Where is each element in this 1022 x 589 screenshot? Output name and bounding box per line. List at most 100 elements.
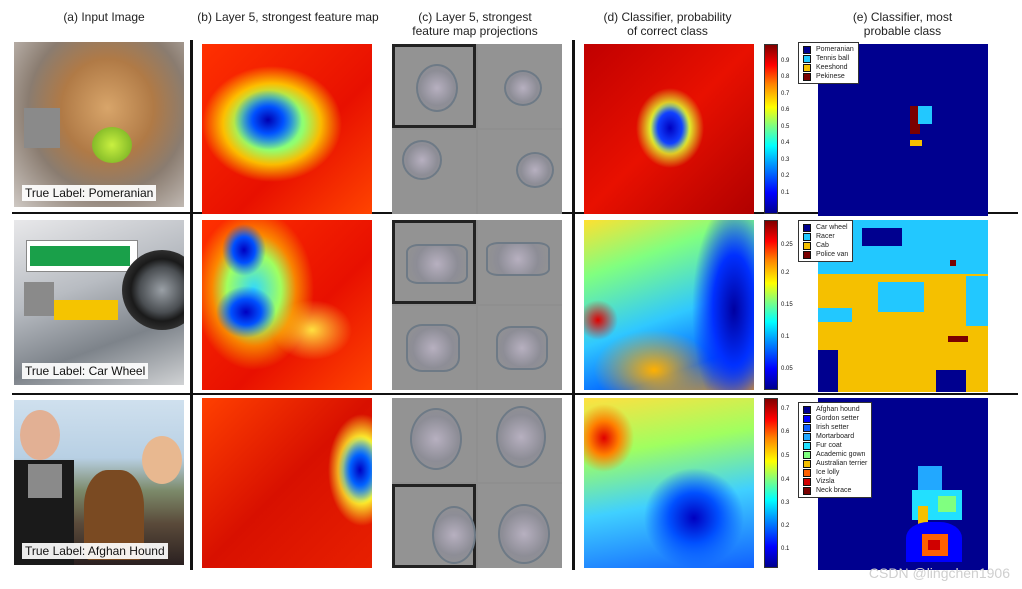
colorbar: [764, 220, 778, 390]
person-face: [20, 410, 60, 460]
projection-pattern: [402, 140, 442, 180]
colorbar-tick: 0.4: [781, 140, 790, 146]
person-face: [142, 436, 182, 484]
projection-pattern: [496, 326, 548, 370]
legend-swatch: [803, 414, 811, 423]
projection-tile: [478, 484, 562, 568]
occluder-square: [24, 108, 60, 148]
header-most-probable-line1: (e) Classifier, most: [852, 10, 953, 24]
legend-label: Australian terrier: [816, 460, 868, 467]
class-region: [918, 506, 928, 526]
colorbar-tick: 0.6: [781, 429, 790, 435]
header-most-probable-line2: probable class: [863, 24, 942, 38]
sponsor-logo: [30, 246, 130, 266]
colorbar-tick: 0.1: [781, 190, 790, 196]
legend-swatch: [803, 45, 811, 54]
class-region: [910, 106, 920, 134]
colorbar-tick: 0.1: [781, 546, 790, 552]
legend-item: Tennis ball: [803, 54, 854, 63]
sponsor-sticker: [54, 300, 118, 320]
header-feature-map: (b) Layer 5, strongest feature map: [197, 10, 379, 24]
projection-tile: [478, 306, 562, 390]
projection-tile: [392, 306, 476, 390]
feature-map-heatmap: [202, 220, 372, 390]
input-image-afghan-hound: True Label: Afghan Hound: [14, 400, 184, 565]
projection-tile-selected: [392, 484, 476, 568]
probability-heatmap: [584, 398, 754, 568]
legend-label: Vizsla: [816, 478, 835, 485]
legend-swatch: [803, 232, 811, 241]
legend-label: Keeshond: [816, 64, 848, 71]
colorbar-tick: 0.2: [781, 270, 790, 276]
legend-label: Pomeranian: [816, 46, 854, 53]
legend-item: Mortarboard: [803, 432, 867, 441]
colorbar: [764, 398, 778, 568]
occluder-square: [24, 282, 54, 316]
projection-tile: [478, 130, 562, 214]
true-label: True Label: Pomeranian: [22, 185, 157, 201]
projection-tile: [392, 130, 476, 214]
header-most-probable: (e) Classifier, most probable class: [805, 10, 1000, 38]
legend-swatch: [803, 450, 811, 459]
class-region: [818, 308, 852, 322]
legend-swatch: [803, 54, 811, 63]
legend-label: Neck brace: [816, 487, 852, 494]
projection-pattern: [498, 504, 550, 564]
legend-swatch: [803, 250, 811, 259]
colorbar-tick: 0.5: [781, 124, 790, 130]
colorbar-tick: 0.1: [781, 334, 790, 340]
class-region: [950, 260, 956, 266]
header-probability-line2: of correct class: [627, 24, 708, 38]
header-projections-line1: (c) Layer 5, strongest: [418, 10, 532, 24]
class-region: [936, 370, 966, 392]
header-projections-line2: feature map projections: [412, 24, 538, 38]
car-wheel: [122, 250, 184, 330]
legend-swatch: [803, 459, 811, 468]
legend-label: Fur coat: [816, 442, 842, 449]
legend-item: Cab: [803, 241, 848, 250]
class-region: [928, 540, 940, 550]
colorbar-tick: 0.25: [781, 242, 793, 248]
legend-label: Pekinese: [816, 73, 845, 80]
colorbar-tick: 0.7: [781, 406, 790, 412]
class-legend: Afghan hound Gordon setter Irish setter …: [798, 402, 873, 498]
legend-item: Pekinese: [803, 72, 854, 81]
legend-item: Gordon setter: [803, 414, 867, 423]
legend-item: Irish setter: [803, 423, 867, 432]
row-divider: [12, 393, 1018, 395]
colorbar-tick: 0.3: [781, 157, 790, 163]
class-region: [878, 282, 924, 312]
projection-pattern: [416, 64, 458, 112]
legend-swatch: [803, 441, 811, 450]
projection-pattern: [504, 70, 542, 106]
class-region: [910, 140, 922, 146]
watermark: CSDN @lingchen1906: [868, 565, 1010, 581]
legend-item: Pomeranian: [803, 45, 854, 54]
class-region: [862, 228, 902, 246]
class-region: [948, 336, 968, 342]
legend-item: Afghan hound: [803, 405, 867, 414]
colorbar-tick: 0.4: [781, 477, 790, 483]
colorbar-tick: 0.5: [781, 453, 790, 459]
class-region: [966, 276, 988, 326]
projection-pattern: [486, 242, 550, 276]
header-projections: (c) Layer 5, strongest feature map proje…: [390, 10, 560, 38]
header-probability-line1: (d) Classifier, probability: [603, 10, 732, 24]
probability-heatmap: [584, 44, 754, 214]
colorbar: [764, 44, 778, 214]
projection-pattern: [410, 408, 462, 470]
legend-swatch: [803, 63, 811, 72]
colorbar-tick: 0.05: [781, 366, 793, 372]
legend-item: Racer: [803, 232, 848, 241]
legend-label: Academic gown: [816, 451, 866, 458]
legend-swatch: [803, 241, 811, 250]
legend-item: Fur coat: [803, 441, 867, 450]
legend-item: Academic gown: [803, 450, 867, 459]
class-map: [818, 220, 988, 392]
class-legend: Pomeranian Tennis ball Keeshond Pekinese: [798, 42, 859, 84]
projection-tile: [478, 220, 562, 304]
colorbar-tick: 0.7: [781, 91, 790, 97]
feature-map-heatmap: [202, 44, 372, 214]
colorbar-tick: 0.3: [781, 500, 790, 506]
legend-label: Mortarboard: [816, 433, 855, 440]
